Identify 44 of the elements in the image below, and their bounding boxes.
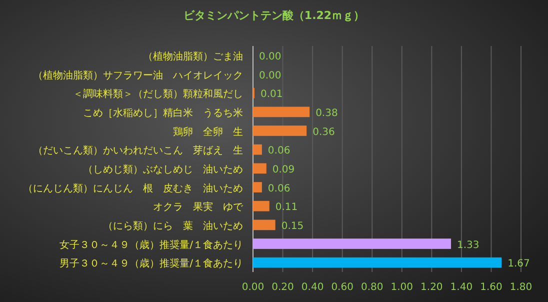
x-tick-label: 1.80 [510,282,532,293]
data-label: 1.33 [457,240,480,251]
y-tick-label: 男子３０～４９（歳）推奨量/１食あたり [60,258,243,270]
data-label: 0.06 [268,183,290,194]
y-tick-label: オクラ 果実 ゆで [153,201,244,214]
y-tick-label: （だいこん類）かいわれだいこん 芽ばえ 生 [33,144,243,157]
y-tick-label: （植物油脂類）ごま油 [143,50,243,62]
bar [253,144,262,155]
data-label: 0.00 [259,70,282,82]
y-tick-label: こめ［水稲めし］精白米 うるち米 [83,106,243,119]
data-label: 0.11 [275,202,298,214]
bar [253,220,276,230]
data-label: 0.06 [268,146,290,157]
data-label: 0.38 [316,108,338,119]
x-tick-label: 1.20 [420,282,443,293]
data-label: 0.36 [312,126,335,138]
x-tick-label: 0.80 [360,282,384,293]
y-tick-label: 鶏卵 全卵 生 [173,126,243,138]
bar [253,163,266,174]
data-label: 0.01 [260,89,283,100]
bar [253,238,452,249]
data-label: 0.15 [281,220,304,232]
chart-title: ビタミンパントテン酸（1.22ｍｇ） [183,9,365,22]
data-label: 1.67 [508,258,530,270]
data-label: 0.00 [259,51,282,62]
y-tick-label: （植物油脂類）サフラワー油 ハイオレイック [33,69,243,82]
y-tick-label: （しめじ類）ぶなしめじ 油いため [83,163,243,176]
bar [253,106,310,118]
bar [253,182,262,192]
x-tick-label: 0.00 [242,282,264,293]
data-label: 0.09 [272,164,295,176]
bar [253,257,502,268]
y-tick-label: （にら類）にら 葉 油いため [103,220,243,232]
y-tick-label: ＜調味料類＞（だし類）顆粒和風だし [73,88,243,100]
x-tick-label: 1.00 [390,282,414,293]
x-tick-label: 1.60 [480,282,502,293]
bar [253,126,307,136]
x-tick-label: 0.40 [301,282,324,293]
x-tick-label: 1.40 [450,282,473,293]
y-tick-label: （にんじん類）にんじん 根 皮むき 油いため [23,182,243,194]
x-tick-label: 0.60 [331,282,354,293]
bar [253,200,270,212]
x-tick-label: 0.20 [272,282,294,293]
y-tick-label: 女子３０～４９（歳）推奨量/１食あたり [60,238,243,251]
